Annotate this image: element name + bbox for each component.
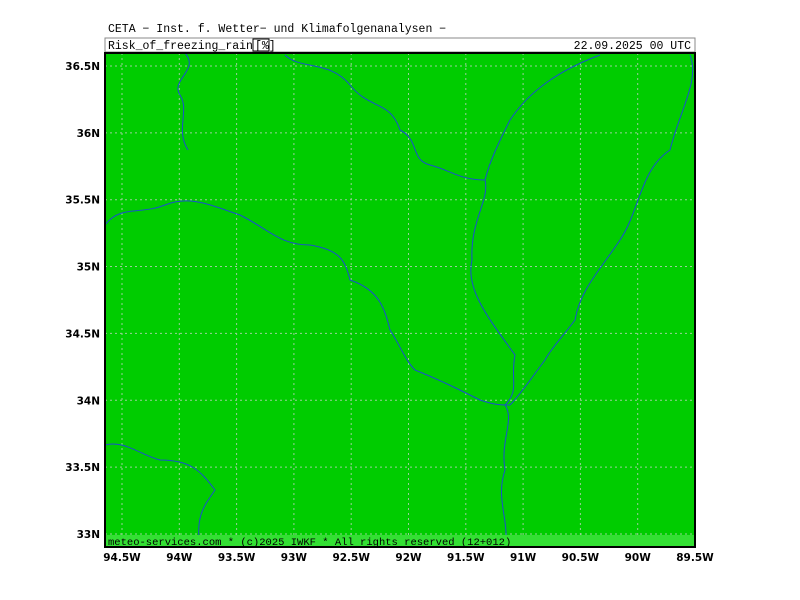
parameter: Risk_of_freezing_rain — [108, 40, 253, 53]
lat-label: 34N — [77, 395, 100, 407]
risk-field — [105, 53, 695, 547]
map-frame — [104, 52, 696, 548]
lon-label: 92.5W — [332, 552, 370, 564]
river — [509, 54, 694, 406]
datetime: 22.09.2025 00 UTC — [574, 40, 691, 53]
lat-label: 35N — [77, 262, 100, 274]
lat-label: 33.5N — [65, 462, 100, 474]
river — [484, 54, 601, 181]
lon-label: 94.5W — [103, 552, 141, 564]
map-area: meteo-services.com * (c)2025 IWKF * All … — [104, 52, 696, 549]
lat-label: 35.5N — [65, 195, 100, 207]
lon-label: 90W — [625, 552, 652, 564]
lon-label: 91W — [510, 552, 537, 564]
river — [177, 52, 190, 151]
river — [104, 443, 216, 548]
grid — [105, 53, 695, 547]
footer-strip — [105, 535, 695, 547]
lon-label: 93W — [281, 552, 308, 564]
lon-label: 93.5W — [218, 552, 256, 564]
lon-label: 89.5W — [676, 552, 714, 564]
lat-label: 34.5N — [65, 328, 100, 340]
lat-label: 33N — [77, 529, 100, 541]
lon-label: 91.5W — [447, 552, 485, 564]
river — [104, 200, 511, 406]
lon-label: 92W — [395, 552, 422, 564]
unit-box — [252, 38, 270, 52]
unit: [%] — [255, 40, 276, 53]
lon-label: 94W — [166, 552, 193, 564]
lat-label: 36N — [77, 128, 100, 140]
header-title: CETA − Inst. f. Wetter− und Klimafolgena… — [108, 23, 446, 36]
river — [284, 54, 516, 548]
lat-label: 36.5N — [65, 61, 100, 73]
lon-label: 90.5W — [562, 552, 600, 564]
